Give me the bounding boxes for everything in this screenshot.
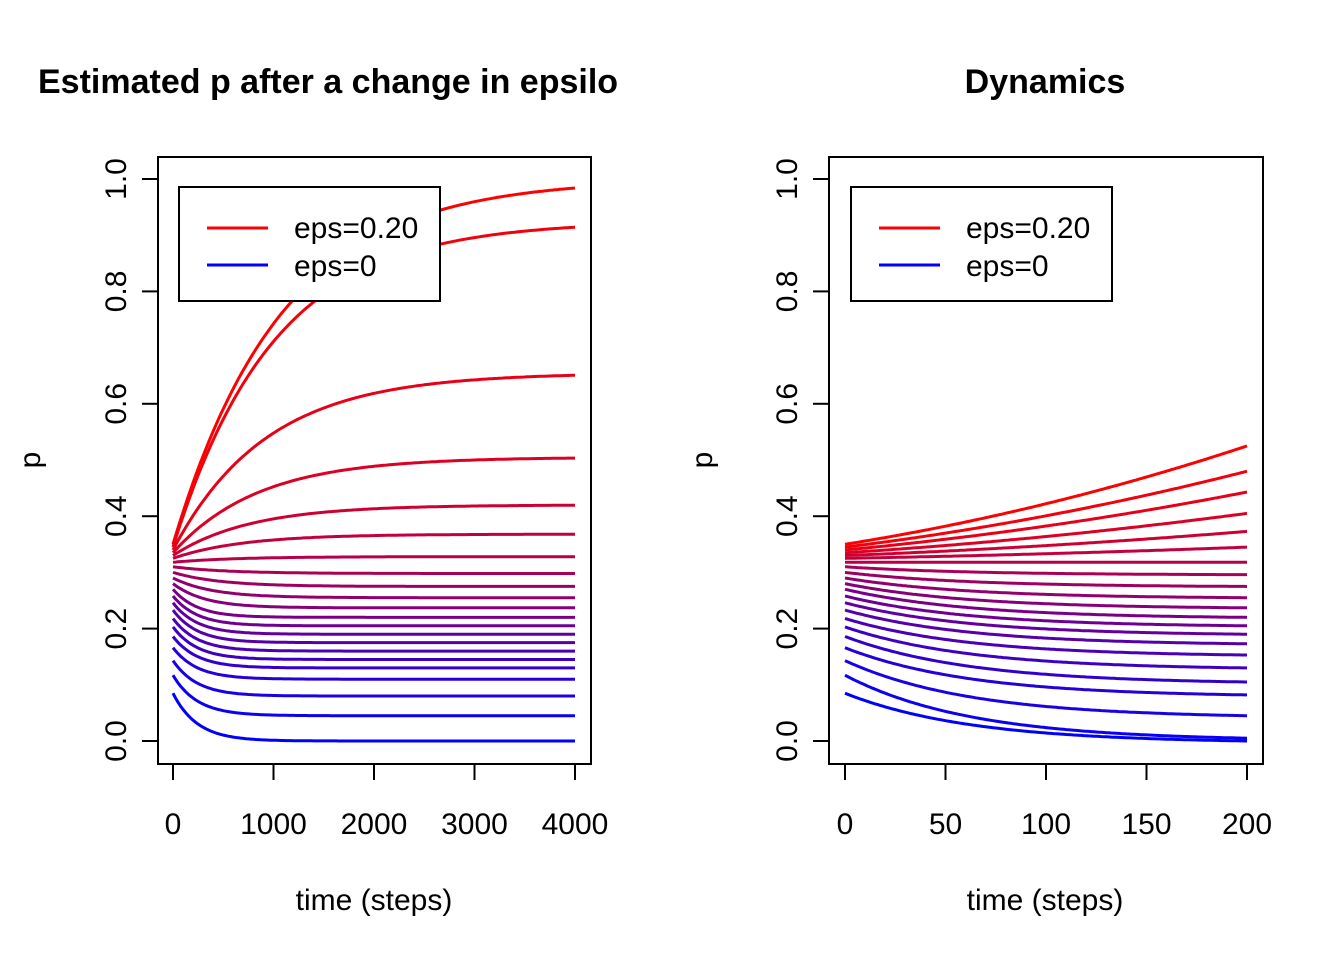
series-line	[171, 692, 575, 743]
series-line	[172, 555, 575, 564]
series-line	[844, 617, 1247, 657]
y-tick-label: 0.0	[771, 720, 804, 762]
y-tick-label: 0.2	[771, 608, 804, 650]
y-tick-label: 0.4	[100, 495, 133, 537]
x-axis: 0 1000 2000 3000 4000	[165, 763, 609, 841]
x-tick-label: 4000	[542, 808, 609, 841]
series-line	[844, 565, 1247, 577]
series-line	[172, 503, 576, 557]
x-axis: 0 50 100 150 200	[837, 763, 1272, 841]
series-line	[844, 545, 1248, 560]
chart-title: Estimated p after a change in epsilo	[38, 63, 618, 101]
series-line	[844, 529, 1248, 557]
series-line	[844, 601, 1247, 636]
plot-frame	[157, 156, 592, 765]
series-line	[844, 576, 1247, 600]
legend: eps=0.20 eps=0	[850, 186, 1113, 302]
legend-box	[178, 186, 441, 302]
legend-box	[850, 186, 1113, 302]
y-tick-label: 1.0	[771, 158, 804, 200]
series-line	[844, 570, 1248, 588]
series-line	[171, 659, 575, 698]
x-tick-label: 1000	[240, 808, 307, 841]
y-tick-label: 0.6	[100, 383, 133, 425]
chart-title: Dynamics	[965, 63, 1126, 101]
x-tick-label: 3000	[441, 808, 508, 841]
series-line	[172, 576, 575, 600]
x-tick-label: 200	[1222, 808, 1272, 841]
series-line	[844, 608, 1248, 646]
y-tick-label: 0.8	[771, 271, 804, 313]
y-tick-label: 1.0	[100, 158, 133, 200]
series-line	[171, 595, 575, 628]
y-tick-label: 0.4	[771, 495, 804, 537]
series-line	[844, 444, 1248, 546]
series-line	[171, 646, 575, 681]
x-tick-label: 50	[929, 808, 962, 841]
series-line	[844, 490, 1248, 552]
y-axis-label: p	[14, 452, 47, 469]
series-line	[171, 588, 575, 619]
series-line	[172, 582, 575, 610]
series-line	[844, 691, 1247, 743]
panel-left: Estimated p after a change in epsilo tim…	[14, 63, 618, 917]
x-tick-label: 150	[1121, 808, 1171, 841]
y-tick-label: 0.8	[100, 271, 133, 313]
series-line	[172, 532, 575, 560]
y-tick-label: 0.6	[771, 383, 804, 425]
legend-label: eps=0.20	[966, 212, 1090, 245]
y-axis: 0.0 0.2 0.4 0.6 0.8 1.0	[100, 158, 159, 762]
x-tick-label: 0	[165, 808, 182, 841]
series-line	[844, 587, 1248, 619]
panel-right: Dynamics time (steps) p 0 50 100 150 200 0.0…	[686, 63, 1272, 917]
y-axis-label: p	[686, 452, 719, 469]
series-line	[171, 635, 575, 670]
plot-frame	[828, 156, 1264, 765]
x-axis-label: time (steps)	[296, 884, 453, 917]
x-axis-label: time (steps)	[967, 884, 1124, 917]
series-line	[171, 373, 575, 551]
legend: eps=0.20 eps=0	[178, 186, 441, 302]
legend-label: eps=0	[294, 250, 377, 283]
series-line	[171, 456, 575, 554]
y-tick-label: 0.2	[100, 608, 133, 650]
series-line	[844, 646, 1247, 697]
series-line	[171, 625, 575, 661]
series-line	[172, 565, 575, 575]
series-line	[844, 673, 1248, 740]
series-line	[844, 469, 1248, 549]
y-tick-label: 0.0	[100, 720, 133, 762]
y-axis: 0.0 0.2 0.4 0.6 0.8 1.0	[771, 158, 830, 762]
series-line	[844, 635, 1247, 684]
series-line	[844, 582, 1247, 610]
x-tick-label: 0	[837, 808, 854, 841]
series-line	[844, 594, 1247, 628]
series-line	[172, 570, 575, 588]
x-tick-label: 2000	[341, 808, 408, 841]
series-line	[171, 609, 575, 645]
x-tick-label: 100	[1021, 808, 1071, 841]
series-line	[171, 601, 575, 636]
legend-label: eps=0.20	[294, 212, 418, 245]
series-line	[844, 625, 1247, 670]
series-line	[171, 674, 575, 718]
series-line	[171, 617, 575, 653]
series-line	[844, 511, 1248, 555]
series-line	[844, 659, 1247, 718]
series-group	[844, 444, 1248, 743]
legend-label: eps=0	[966, 250, 1049, 283]
